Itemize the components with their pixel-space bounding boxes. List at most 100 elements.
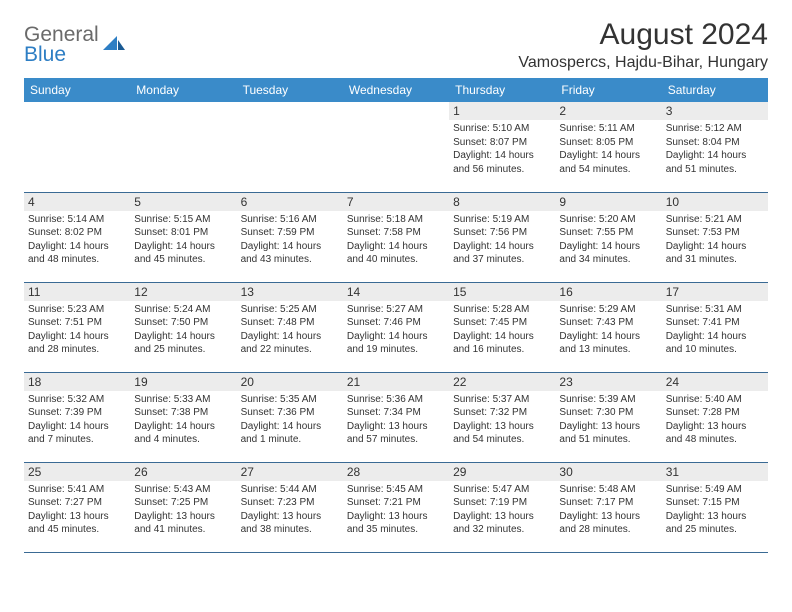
day-details: Sunrise: 5:25 AMSunset: 7:48 PMDaylight:… <box>241 303 339 357</box>
weekday-header: Sunday <box>24 78 130 102</box>
day-details: Sunrise: 5:47 AMSunset: 7:19 PMDaylight:… <box>453 483 551 537</box>
day-details: Sunrise: 5:39 AMSunset: 7:30 PMDaylight:… <box>559 393 657 447</box>
day-details: Sunrise: 5:43 AMSunset: 7:25 PMDaylight:… <box>134 483 232 537</box>
day-details: Sunrise: 5:14 AMSunset: 8:02 PMDaylight:… <box>28 213 126 267</box>
day-number: 1 <box>449 102 555 120</box>
calendar-body: ....1Sunrise: 5:10 AMSunset: 8:07 PMDayl… <box>24 102 768 552</box>
calendar-day-cell: 6 Sunrise: 5:16 AMSunset: 7:59 PMDaylight… <box>237 192 343 282</box>
day-details: Sunrise: 5:37 AMSunset: 7:32 PMDaylight:… <box>453 393 551 447</box>
day-details: Sunrise: 5:44 AMSunset: 7:23 PMDaylight:… <box>241 483 339 537</box>
day-details: Sunrise: 5:41 AMSunset: 7:27 PMDaylight:… <box>28 483 126 537</box>
day-number: 7 <box>343 193 449 211</box>
day-number: 29 <box>449 463 555 481</box>
day-number: 15 <box>449 283 555 301</box>
calendar-empty-cell: . <box>130 102 236 192</box>
title-block: August 2024 Vamospercs, Hajdu-Bihar, Hun… <box>518 18 768 72</box>
day-details: Sunrise: 5:21 AMSunset: 7:53 PMDaylight:… <box>666 213 764 267</box>
calendar-day-cell: 16 Sunrise: 5:29 AMSunset: 7:43 PMDayligh… <box>555 282 661 372</box>
day-number: 25 <box>24 463 130 481</box>
weekday-header: Thursday <box>449 78 555 102</box>
day-details: Sunrise: 5:23 AMSunset: 7:51 PMDaylight:… <box>28 303 126 357</box>
day-details: Sunrise: 5:28 AMSunset: 7:45 PMDaylight:… <box>453 303 551 357</box>
calendar-day-cell: 11 Sunrise: 5:23 AMSunset: 7:51 PMDayligh… <box>24 282 130 372</box>
calendar-day-cell: 25 Sunrise: 5:41 AMSunset: 7:27 PMDayligh… <box>24 462 130 552</box>
location-text: Vamospercs, Hajdu-Bihar, Hungary <box>518 54 768 72</box>
day-number: 31 <box>662 463 768 481</box>
day-details: Sunrise: 5:29 AMSunset: 7:43 PMDaylight:… <box>559 303 657 357</box>
calendar-empty-cell: . <box>24 102 130 192</box>
weekday-header: Monday <box>130 78 236 102</box>
month-title: August 2024 <box>518 18 768 52</box>
calendar-row: 18 Sunrise: 5:32 AMSunset: 7:39 PMDayligh… <box>24 372 768 462</box>
calendar-row: 4 Sunrise: 5:14 AMSunset: 8:02 PMDaylight… <box>24 192 768 282</box>
day-details: Sunrise: 5:32 AMSunset: 7:39 PMDaylight:… <box>28 393 126 447</box>
day-number: 18 <box>24 373 130 391</box>
day-number: 2 <box>555 102 661 120</box>
calendar-day-cell: 13Sunrise: 5:25 AMSunset: 7:48 PMDayligh… <box>237 282 343 372</box>
header: General Blue August 2024 Vamospercs, Haj… <box>24 18 768 72</box>
day-number: 26 <box>130 463 236 481</box>
day-details: Sunrise: 5:10 AMSunset: 8:07 PMDaylight:… <box>453 122 551 176</box>
day-number: 24 <box>662 373 768 391</box>
day-number: 20 <box>237 373 343 391</box>
day-number: 16 <box>555 283 661 301</box>
day-details: Sunrise: 5:35 AMSunset: 7:36 PMDaylight:… <box>241 393 339 447</box>
calendar-day-cell: 4 Sunrise: 5:14 AMSunset: 8:02 PMDaylight… <box>24 192 130 282</box>
day-details: Sunrise: 5:33 AMSunset: 7:38 PMDaylight:… <box>134 393 232 447</box>
calendar-row: 11 Sunrise: 5:23 AMSunset: 7:51 PMDayligh… <box>24 282 768 372</box>
calendar-day-cell: 17Sunrise: 5:31 AMSunset: 7:41 PMDayligh… <box>662 282 768 372</box>
day-number: 14 <box>343 283 449 301</box>
calendar-day-cell: 5Sunrise: 5:15 AMSunset: 8:01 PMDaylight… <box>130 192 236 282</box>
calendar-day-cell: 7Sunrise: 5:18 AMSunset: 7:58 PMDaylight… <box>343 192 449 282</box>
calendar-day-cell: 31 Sunrise: 5:49 AMSunset: 7:15 PMDayligh… <box>662 462 768 552</box>
day-details: Sunrise: 5:31 AMSunset: 7:41 PMDaylight:… <box>666 303 764 357</box>
calendar-day-cell: 21 Sunrise: 5:36 AMSunset: 7:34 PMDayligh… <box>343 372 449 462</box>
calendar-day-cell: 8Sunrise: 5:19 AMSunset: 7:56 PMDaylight… <box>449 192 555 282</box>
day-number: 8 <box>449 193 555 211</box>
day-number: 19 <box>130 373 236 391</box>
day-number: 27 <box>237 463 343 481</box>
calendar-empty-cell: . <box>343 102 449 192</box>
day-details: Sunrise: 5:48 AMSunset: 7:17 PMDaylight:… <box>559 483 657 537</box>
calendar-day-cell: 20 Sunrise: 5:35 AMSunset: 7:36 PMDayligh… <box>237 372 343 462</box>
weekday-header-row: SundayMondayTuesdayWednesdayThursdayFrid… <box>24 78 768 102</box>
day-details: Sunrise: 5:40 AMSunset: 7:28 PMDaylight:… <box>666 393 764 447</box>
day-details: Sunrise: 5:16 AMSunset: 7:59 PMDaylight:… <box>241 213 339 267</box>
day-details: Sunrise: 5:49 AMSunset: 7:15 PMDaylight:… <box>666 483 764 537</box>
weekday-header: Wednesday <box>343 78 449 102</box>
day-details: Sunrise: 5:36 AMSunset: 7:34 PMDaylight:… <box>347 393 445 447</box>
day-details: Sunrise: 5:15 AMSunset: 8:01 PMDaylight:… <box>134 213 232 267</box>
brand-blue: Blue <box>24 44 99 65</box>
weekday-header: Friday <box>555 78 661 102</box>
day-number: 21 <box>343 373 449 391</box>
calendar-day-cell: 15 Sunrise: 5:28 AMSunset: 7:45 PMDayligh… <box>449 282 555 372</box>
calendar-row: ....1Sunrise: 5:10 AMSunset: 8:07 PMDayl… <box>24 102 768 192</box>
calendar-day-cell: 27 Sunrise: 5:44 AMSunset: 7:23 PMDayligh… <box>237 462 343 552</box>
calendar-day-cell: 23 Sunrise: 5:39 AMSunset: 7:30 PMDayligh… <box>555 372 661 462</box>
brand-triangle-icon <box>103 34 125 52</box>
calendar-day-cell: 30Sunrise: 5:48 AMSunset: 7:17 PMDayligh… <box>555 462 661 552</box>
calendar-day-cell: 2Sunrise: 5:11 AMSunset: 8:05 PMDaylight… <box>555 102 661 192</box>
calendar-day-cell: 28Sunrise: 5:45 AMSunset: 7:21 PMDayligh… <box>343 462 449 552</box>
brand-text: General Blue <box>24 24 99 65</box>
day-number: 11 <box>24 283 130 301</box>
weekday-header: Saturday <box>662 78 768 102</box>
calendar-page: General Blue August 2024 Vamospercs, Haj… <box>0 0 792 553</box>
calendar-day-cell: 12Sunrise: 5:24 AMSunset: 7:50 PMDayligh… <box>130 282 236 372</box>
day-number: 23 <box>555 373 661 391</box>
day-number: 9 <box>555 193 661 211</box>
calendar-day-cell: 3Sunrise: 5:12 AMSunset: 8:04 PMDaylight… <box>662 102 768 192</box>
day-number: 4 <box>24 193 130 211</box>
calendar-day-cell: 18 Sunrise: 5:32 AMSunset: 7:39 PMDayligh… <box>24 372 130 462</box>
day-details: Sunrise: 5:20 AMSunset: 7:55 PMDaylight:… <box>559 213 657 267</box>
calendar-day-cell: 1 Sunrise: 5:10 AMSunset: 8:07 PMDaylight… <box>449 102 555 192</box>
day-number: 10 <box>662 193 768 211</box>
day-number: 3 <box>662 102 768 120</box>
calendar-day-cell: 9 Sunrise: 5:20 AMSunset: 7:55 PMDaylight… <box>555 192 661 282</box>
brand-logo: General Blue <box>24 18 125 65</box>
calendar-day-cell: 14Sunrise: 5:27 AMSunset: 7:46 PMDayligh… <box>343 282 449 372</box>
calendar-row: 25 Sunrise: 5:41 AMSunset: 7:27 PMDayligh… <box>24 462 768 552</box>
day-number: 6 <box>237 193 343 211</box>
weekday-header: Tuesday <box>237 78 343 102</box>
calendar-day-cell: 26 Sunrise: 5:43 AMSunset: 7:25 PMDayligh… <box>130 462 236 552</box>
